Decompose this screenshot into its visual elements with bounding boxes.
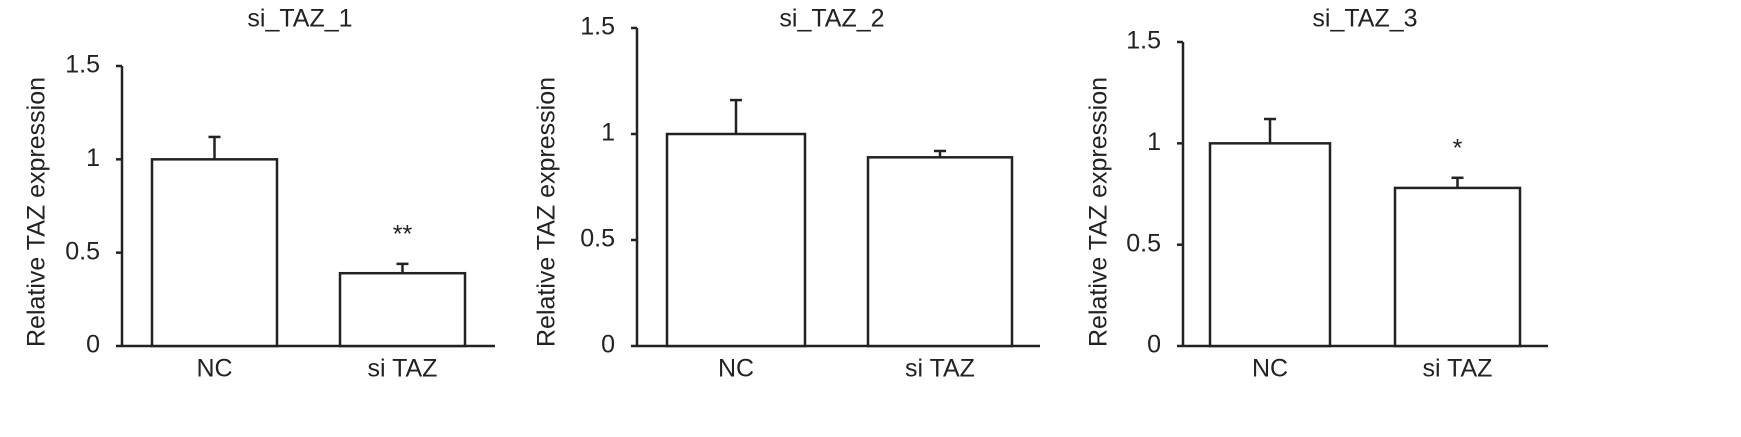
chart-title: si_TAZ_1 — [247, 5, 352, 33]
chart-title: si_TAZ_2 — [779, 5, 884, 33]
y-tick-label: 0 — [86, 331, 100, 359]
y-axis-label: Relative TAZ expression — [23, 77, 51, 347]
y-tick-label: 0.5 — [580, 225, 615, 253]
y-tick-label: 1.5 — [580, 13, 615, 41]
x-tick-label: NC — [718, 355, 754, 383]
bar — [665, 132, 807, 348]
y-axis-label: Relative TAZ expression — [533, 77, 561, 347]
x-tick-label: si TAZ — [1423, 355, 1493, 383]
bar — [1208, 142, 1332, 348]
y-tick-label: 1.5 — [65, 51, 100, 79]
significance-label: * — [1453, 134, 1463, 162]
bar — [338, 271, 467, 348]
bar — [150, 158, 279, 348]
x-tick-label: NC — [196, 355, 232, 383]
y-tick-label: 0.5 — [65, 237, 100, 265]
y-tick-label: 0 — [1147, 331, 1161, 359]
y-axis-label: Relative TAZ expression — [1085, 77, 1113, 347]
significance-label: ** — [393, 220, 413, 248]
bar — [866, 156, 1014, 348]
y-tick-label: 0.5 — [1126, 229, 1161, 257]
y-tick-label: 1 — [601, 119, 615, 147]
y-tick-label: 1.5 — [1126, 27, 1161, 55]
y-tick-label: 1 — [1147, 128, 1161, 156]
chart-title: si_TAZ_3 — [1312, 5, 1417, 33]
bar — [1393, 186, 1522, 348]
x-tick-label: NC — [1252, 355, 1288, 383]
y-tick-label: 0 — [601, 331, 615, 359]
x-tick-label: si TAZ — [368, 355, 438, 383]
y-tick-label: 1 — [86, 144, 100, 172]
x-tick-label: si TAZ — [905, 355, 975, 383]
